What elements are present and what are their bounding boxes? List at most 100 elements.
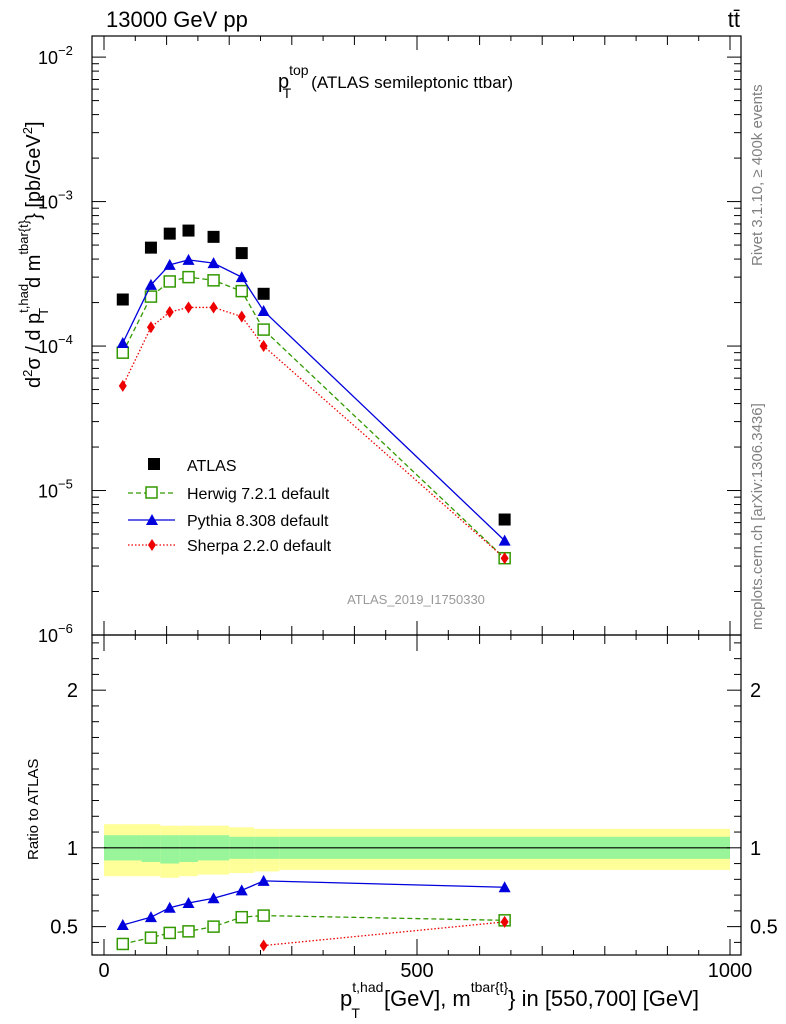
ratio-point-pythia (144, 911, 157, 923)
ratio-y-tick-label-right: 1 (750, 838, 761, 860)
ratio-point-herwig (116, 937, 130, 951)
main-point-herwig (116, 346, 130, 359)
ratio-point-herwig (182, 925, 195, 938)
ratio-line-pythia (122, 880, 505, 926)
main-y-tick-label: 10−5 (38, 477, 73, 502)
ratio-y-tick-label-right: 0.5 (750, 917, 778, 939)
ratio-point-herwig (144, 931, 158, 944)
ratio-ylabel: Ratio to ATLAS (25, 759, 42, 860)
title-sup: top (289, 62, 309, 78)
main-point-pythia (498, 534, 511, 546)
ratio-point-pythia (182, 896, 195, 908)
legend-marker-atlas (148, 458, 160, 470)
legend: ATLAS Herwig 7.2.1 default Pythia 8.308 … (128, 458, 332, 555)
main-y-tick-label: 10−3 (38, 188, 73, 213)
mcplots-label: mcplots.cern.ch [arXiv:1306.3436] (749, 403, 766, 630)
header-energy: 13000 GeV pp (106, 7, 248, 32)
rivet-label: Rivet 3.1.10, ≥ 400k events (749, 84, 766, 266)
ratio-x-tick-label: 0 (98, 960, 109, 982)
main-point-herwig (182, 270, 195, 284)
ratio-point-pythia (257, 874, 270, 886)
main-point-pythia (207, 257, 220, 269)
main-point-herwig (163, 275, 176, 288)
legend-marker-herwig (145, 486, 158, 499)
ratio-inner-band (179, 835, 198, 862)
ratio-tick-layer (92, 635, 741, 955)
ratio-point-herwig (235, 910, 248, 924)
main-point-herwig (257, 323, 270, 336)
analysis-label: ATLAS_2019_I1750330 (347, 592, 485, 607)
ratio-point-herwig (257, 909, 270, 922)
main-point-pythia (116, 336, 129, 348)
main-y-tick-label: 10−6 (38, 621, 73, 646)
main-point-atlas (235, 247, 248, 260)
main-line-sherpa (122, 306, 506, 559)
main-point-herwig (235, 284, 248, 298)
ratio-line-herwig (122, 914, 505, 945)
title-sub: T (283, 85, 292, 101)
main-point-atlas (163, 227, 176, 240)
legend-label-sherpa: Sherpa 2.2.0 default (187, 538, 332, 555)
ratio-point-herwig (207, 920, 220, 933)
ratio-point-pythia (116, 919, 129, 931)
main-point-herwig (207, 274, 220, 287)
main-point-pythia (257, 304, 270, 316)
ratio-y-tick-label: 1 (67, 838, 78, 860)
main-point-atlas (257, 287, 270, 300)
main-panel: 10−6 10−5 10−4 10−3 10−2 ptop T (ATLAS semilep… (16, 35, 742, 646)
ratio-panel: 0.5 0.5 1 1 2 2 0 500 1000 Ratio to ATLAS pt,had… (25, 634, 778, 1021)
ratio-y-tick-label: 2 (67, 680, 78, 702)
main-point-pythia (182, 253, 195, 265)
ratio-point-pythia (235, 884, 248, 896)
ratio-y-tick-label: 0.5 (50, 917, 78, 939)
main-y-tick-labels: 10−6 10−5 10−4 10−3 10−2 (38, 43, 73, 646)
plot-title: ptop T (ATLAS semileptonic ttbar) (278, 62, 513, 101)
legend-marker-sherpa (148, 539, 156, 551)
main-point-sherpa (259, 340, 268, 353)
main-point-atlas (116, 293, 129, 306)
ratio-inner-band (141, 835, 161, 862)
ratio-point-pythia (207, 892, 220, 904)
ratio-tick-labels: 0.5 0.5 1 1 2 2 0 500 1000 (50, 680, 778, 982)
main-point-atlas (144, 241, 157, 254)
main-point-atlas (498, 513, 511, 526)
main-point-sherpa (184, 301, 193, 314)
ratio-point-herwig (163, 926, 176, 940)
ratio-frame (91, 634, 742, 956)
main-y-tick-label: 10−2 (38, 43, 73, 68)
ratio-point-pythia (163, 901, 176, 913)
legend-label-atlas: ATLAS (187, 458, 237, 475)
main-point-sherpa (237, 310, 246, 323)
main-point-sherpa (146, 321, 155, 334)
main-point-pythia (163, 258, 176, 270)
main-series-layer (116, 224, 511, 565)
header-process: tt̄ (728, 7, 740, 32)
ratio-x-tick-label: 500 (400, 960, 433, 982)
title-base: p (278, 71, 289, 93)
ratio-point-sherpa (500, 915, 509, 928)
ratio-y-tick-label-right: 2 (750, 680, 761, 702)
main-point-sherpa (209, 301, 218, 314)
main-tick-layer (92, 36, 741, 636)
ratio-x-tick-label: 1000 (708, 960, 753, 982)
legend-label-pythia: Pythia 8.308 default (187, 513, 329, 530)
main-point-sherpa (118, 379, 127, 392)
main-point-pythia (144, 278, 157, 290)
ratio-line-sherpa (263, 921, 505, 947)
ratio-xlabel: pt,had T[GeV], mtbar{t}} in [550,700] [Ge… (340, 979, 699, 1021)
main-ylabel: d2σ / d pt,had Td mtbar{t}} [pb/GeV2] (16, 121, 51, 388)
main-point-atlas (207, 230, 220, 243)
ratio-inner-band (160, 835, 180, 864)
title-rest: (ATLAS semileptonic ttbar) (311, 73, 513, 92)
ratio-point-sherpa (259, 939, 268, 952)
main-point-atlas (182, 224, 195, 237)
ratio-uncertainty-bands (104, 824, 730, 878)
main-point-sherpa (500, 552, 509, 565)
main-point-sherpa (165, 306, 174, 319)
legend-label-herwig: Herwig 7.2.1 default (187, 486, 330, 503)
main-y-tick-label: 10−4 (38, 332, 73, 357)
main-line-pythia (122, 259, 506, 542)
ratio-point-pythia (498, 881, 511, 893)
ratio-series-layer (116, 874, 511, 952)
